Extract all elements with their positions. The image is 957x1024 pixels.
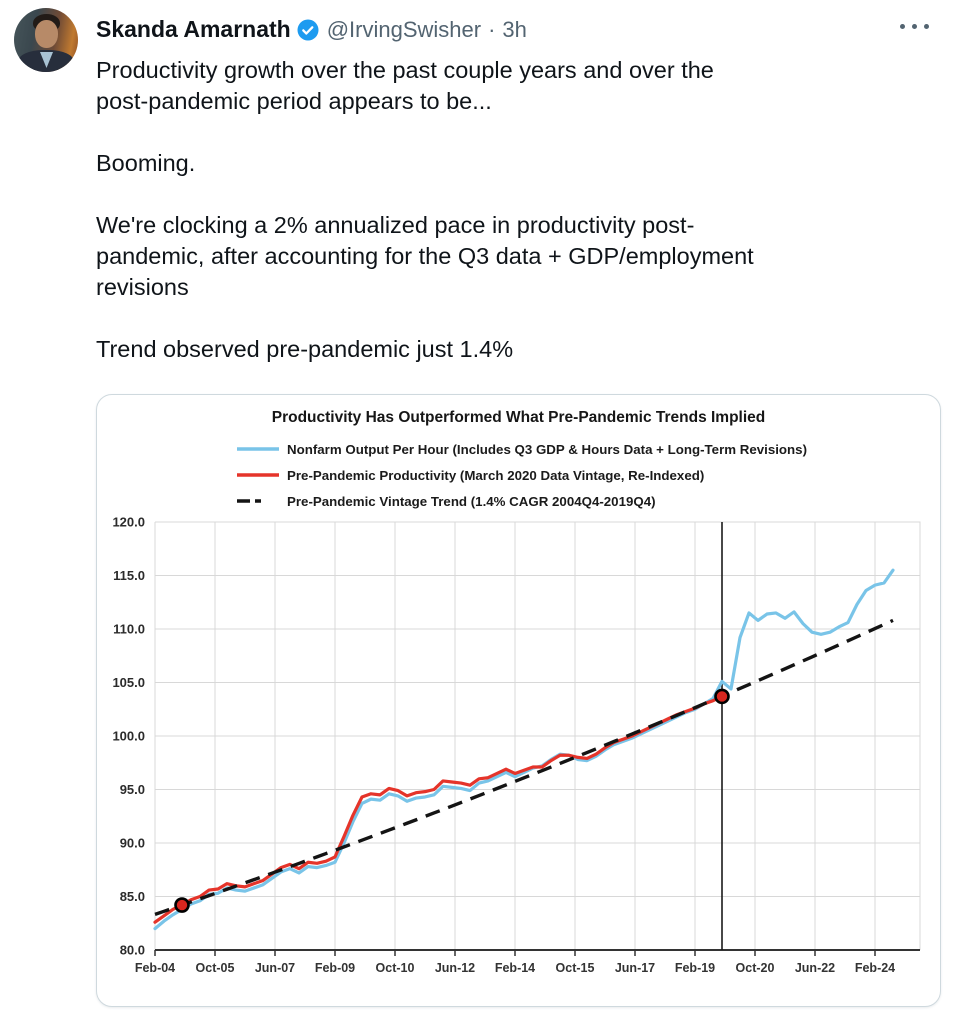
legend-label: Pre-Pandemic Vintage Trend (1.4% CAGR 20… bbox=[287, 493, 656, 509]
productivity-chart: 120.0 115.0 110.0 105.0 100.0 95.0 90.0 85.0 80.… bbox=[112, 515, 921, 975]
tweet-text-line: We're clocking a 2% annualized pace in p… bbox=[96, 212, 695, 238]
svg-text:Jun-22: Jun-22 bbox=[795, 961, 835, 975]
svg-text:Jun-12: Jun-12 bbox=[435, 961, 475, 975]
avatar-photo bbox=[35, 20, 58, 48]
legend-row: Pre-Pandemic Vintage Trend (1.4% CAGR 20… bbox=[236, 488, 940, 514]
timestamp[interactable]: 3h bbox=[502, 16, 527, 42]
header-separator: · bbox=[488, 16, 496, 42]
svg-text:110.0: 110.0 bbox=[113, 622, 145, 637]
legend-label: Nonfarm Output Per Hour (Includes Q3 GDP… bbox=[287, 441, 808, 457]
avatar[interactable] bbox=[14, 8, 78, 72]
legend-row: Pre-Pandemic Productivity (March 2020 Da… bbox=[236, 462, 940, 488]
tweet-body: Productivity growth over the past couple… bbox=[96, 55, 944, 365]
svg-text:Feb-14: Feb-14 bbox=[495, 961, 535, 975]
author-handle[interactable]: @IrvingSwisher bbox=[326, 16, 482, 42]
verified-badge-icon bbox=[297, 19, 319, 40]
legend-swatch-line bbox=[237, 447, 279, 451]
svg-text:120.0: 120.0 bbox=[112, 515, 145, 530]
more-dot-icon bbox=[912, 24, 917, 29]
svg-text:Feb-09: Feb-09 bbox=[315, 961, 355, 975]
more-button[interactable] bbox=[896, 20, 933, 33]
svg-text:Jun-07: Jun-07 bbox=[255, 961, 295, 975]
chart-legend: Nonfarm Output Per Hour (Includes Q3 GDP… bbox=[236, 436, 940, 514]
svg-text:Oct-15: Oct-15 bbox=[556, 961, 595, 975]
tweet-text-line: Booming. bbox=[96, 150, 196, 176]
tweet-text-line: revisions bbox=[96, 274, 189, 300]
legend-swatch-dashed bbox=[237, 499, 279, 503]
more-dot-icon bbox=[924, 24, 929, 29]
svg-text:Oct-05: Oct-05 bbox=[196, 961, 235, 975]
author-name[interactable]: Skanda Amarnath bbox=[96, 16, 291, 42]
svg-text:80.0: 80.0 bbox=[120, 943, 145, 958]
svg-text:90.0: 90.0 bbox=[120, 836, 145, 851]
tweet-text-line: pandemic, after accounting for the Q3 da… bbox=[96, 243, 754, 269]
legend-swatch-line bbox=[237, 473, 279, 477]
more-dot-icon bbox=[900, 24, 905, 29]
svg-text:Feb-19: Feb-19 bbox=[675, 961, 715, 975]
svg-text:100.0: 100.0 bbox=[112, 729, 145, 744]
tweet-text-line: Trend observed pre-pandemic just 1.4% bbox=[96, 336, 514, 362]
svg-text:Feb-24: Feb-24 bbox=[855, 961, 895, 975]
tweet-text-line: Productivity growth over the past couple… bbox=[96, 57, 714, 83]
svg-text:85.0: 85.0 bbox=[120, 889, 145, 904]
svg-text:Oct-10: Oct-10 bbox=[376, 961, 415, 975]
legend-label: Pre-Pandemic Productivity (March 2020 Da… bbox=[287, 467, 705, 483]
chart-image-card[interactable]: Productivity Has Outperformed What Pre-P… bbox=[96, 394, 941, 1007]
svg-text:Jun-17: Jun-17 bbox=[615, 961, 655, 975]
svg-text:Oct-20: Oct-20 bbox=[736, 961, 775, 975]
tweet-text-line: post-pandemic period appears to be... bbox=[96, 88, 492, 114]
svg-text:95.0: 95.0 bbox=[120, 782, 145, 797]
svg-text:115.0: 115.0 bbox=[113, 568, 145, 583]
svg-text:105.0: 105.0 bbox=[112, 675, 145, 690]
chart-title: Productivity Has Outperformed What Pre-P… bbox=[271, 409, 766, 426]
tweet-header: Skanda Amarnath @IrvingSwisher · 3h bbox=[96, 16, 527, 43]
legend-row: Nonfarm Output Per Hour (Includes Q3 GDP… bbox=[236, 436, 940, 462]
svg-text:Feb-04: Feb-04 bbox=[135, 961, 175, 975]
